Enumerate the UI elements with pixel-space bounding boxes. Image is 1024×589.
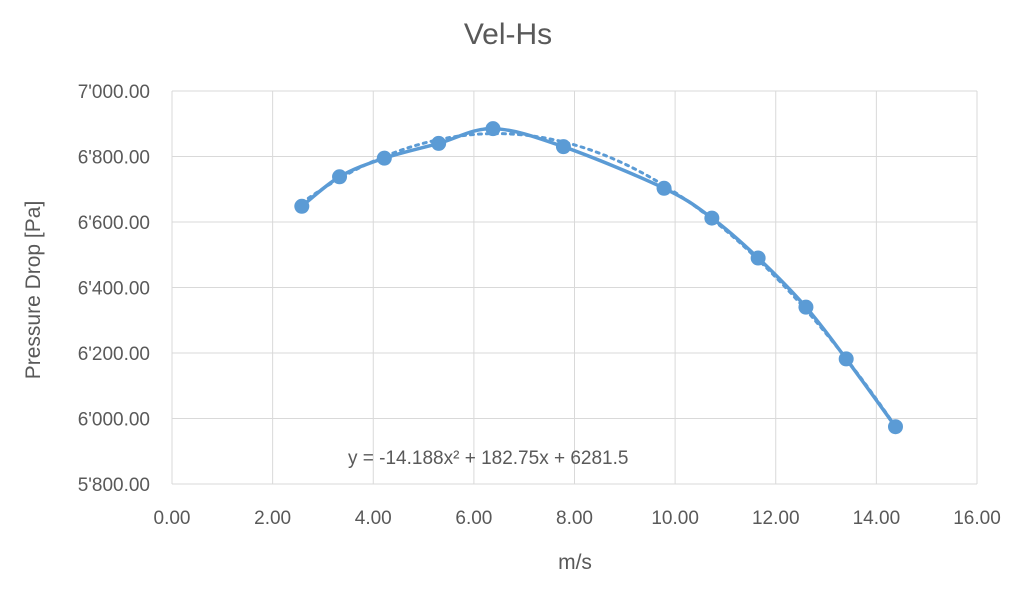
x-tick-label: 12.00 bbox=[752, 508, 800, 529]
data-point bbox=[555, 139, 571, 155]
data-points bbox=[294, 121, 903, 435]
data-point bbox=[838, 351, 854, 367]
y-tick-label: 6'400.00 bbox=[78, 279, 150, 300]
data-point bbox=[704, 210, 720, 226]
data-point bbox=[485, 121, 501, 137]
x-tick-label: 0.00 bbox=[154, 508, 191, 529]
data-point bbox=[656, 180, 672, 196]
chart-title: Vel-Hs bbox=[464, 18, 552, 51]
y-tick-label: 6'800.00 bbox=[78, 148, 150, 169]
x-tick-label: 16.00 bbox=[953, 508, 1001, 529]
trendline-equation: y = -14.188x² + 182.75x + 6281.5 bbox=[348, 448, 628, 469]
data-point bbox=[750, 250, 766, 266]
x-tick-label: 4.00 bbox=[355, 508, 392, 529]
data-point bbox=[376, 150, 392, 166]
data-point bbox=[294, 198, 310, 214]
x-tick-label: 2.00 bbox=[254, 508, 291, 529]
data-point bbox=[887, 419, 903, 435]
x-tick-label: 6.00 bbox=[455, 508, 492, 529]
y-axis-label: Pressure Drop [Pa] bbox=[22, 201, 45, 380]
x-axis-label: m/s bbox=[558, 551, 592, 574]
y-tick-label: 5'800.00 bbox=[78, 475, 150, 496]
y-tick-label: 6'200.00 bbox=[78, 344, 150, 365]
y-tick-label: 6'600.00 bbox=[78, 213, 150, 234]
x-tick-labels: 0.00 2.00 4.00 6.00 8.00 10.00 12.00 14.00 16.00 bbox=[154, 508, 1001, 529]
y-tick-label: 7'000.00 bbox=[78, 82, 150, 103]
data-point bbox=[431, 135, 447, 151]
y-tick-labels: 5'800.00 6'000.00 6'200.00 6'400.00 6'600.00… bbox=[78, 82, 150, 496]
x-tick-label: 14.00 bbox=[853, 508, 901, 529]
vertical-gridlines bbox=[171, 91, 978, 484]
x-tick-label: 10.00 bbox=[651, 508, 699, 529]
trendline bbox=[300, 132, 897, 428]
x-tick-label: 8.00 bbox=[556, 508, 593, 529]
y-tick-label: 6'000.00 bbox=[78, 410, 150, 431]
data-point bbox=[332, 169, 348, 185]
data-point bbox=[798, 299, 814, 315]
series-line bbox=[300, 126, 898, 429]
